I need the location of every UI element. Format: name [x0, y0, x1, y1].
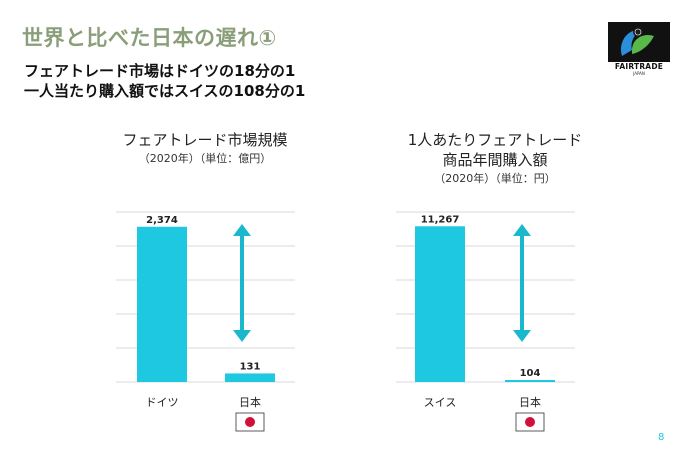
- chart2-japan-flag-sun: [525, 417, 535, 427]
- subtitle-line-2: 一人当たり購入額ではスイスの108分の1: [24, 82, 306, 100]
- chart2-category-label-1: 日本: [519, 395, 541, 409]
- chart2-arrow-head-down: [513, 330, 531, 342]
- page-number: 8: [658, 432, 665, 443]
- chart2-category-label-0: スイス: [424, 396, 457, 409]
- chart2-bar-0: [415, 226, 465, 382]
- chart2-value-label-0: 11,267: [421, 214, 460, 225]
- chart1-arrow-head-down: [233, 330, 251, 342]
- slide-title: 世界と比べた日本の遅れ①: [22, 26, 277, 50]
- subtitle-line-1: フェアトレード市場はドイツの18分の1: [24, 62, 296, 80]
- logo-subtext: JAPAN: [633, 71, 645, 76]
- chart2-bar-1: [505, 380, 555, 382]
- chart1-japan-flag-sun: [245, 417, 255, 427]
- chart1-bar-1: [225, 373, 275, 382]
- chart1-bar-0: [137, 226, 187, 382]
- chart1-category-label-1: 日本: [239, 395, 261, 409]
- chart2-subtitle: （2020年）（単位：円）: [434, 172, 556, 185]
- chart2-arrow-head-up: [513, 224, 531, 236]
- chart1-value-label-0: 2,374: [146, 215, 178, 226]
- logo-name: FAIRTRADE: [614, 62, 664, 71]
- chart1-arrow-head-up: [233, 224, 251, 236]
- fairtrade-logo-icon: [608, 22, 670, 62]
- chart2-title-line-2: 商品年間購入額: [442, 151, 548, 169]
- chart1-title: フェアトレード市場規模: [122, 131, 288, 149]
- chart1-category-label-0: ドイツ: [146, 396, 179, 409]
- chart1-value-label-1: 131: [240, 361, 261, 372]
- chart1-subtitle: （2020年）（単位：億円）: [138, 152, 272, 165]
- chart2-value-label-1: 104: [520, 368, 541, 379]
- chart2-title-line-1: 1人あたりフェアトレード: [407, 131, 583, 149]
